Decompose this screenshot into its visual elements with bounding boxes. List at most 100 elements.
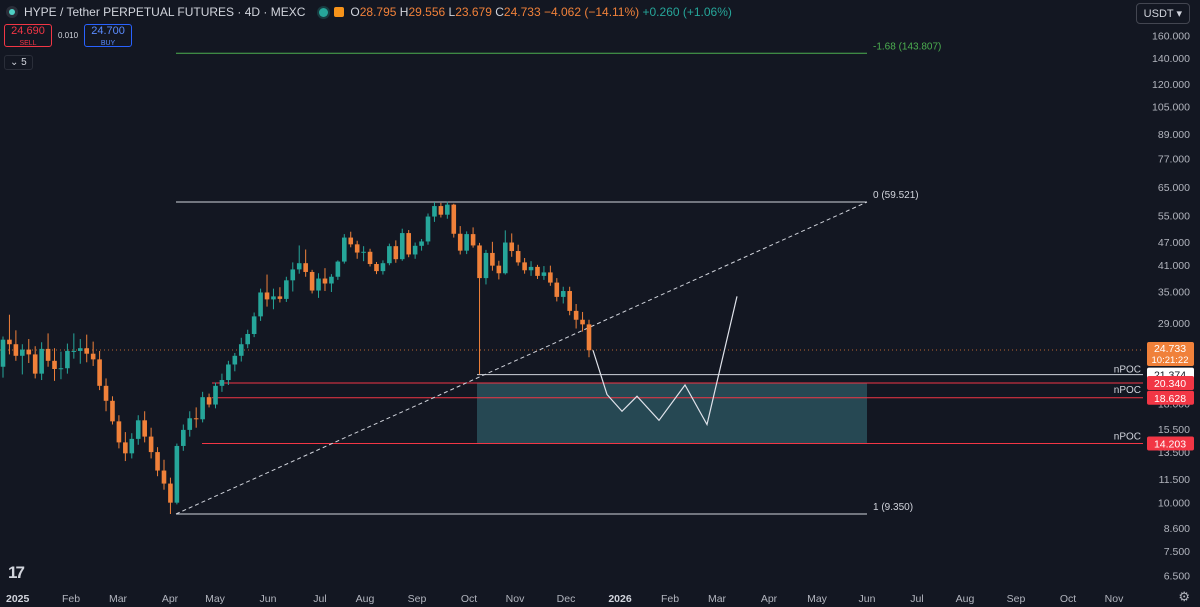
ohlc-values: O28.795 H29.556 L23.679 C24.733 −4.062 (… <box>350 5 732 19</box>
candle-body <box>490 252 495 266</box>
buy-button[interactable]: 24.700 BUY <box>84 24 133 47</box>
x-axis-tick-label: Mar <box>109 593 128 605</box>
candle-body <box>528 266 534 271</box>
candle-body <box>412 245 418 255</box>
y-axis-tick-label: 77.000 <box>1158 154 1190 166</box>
y-axis-tick-label: 7.500 <box>1164 546 1190 558</box>
sell-button[interactable]: 24.690 SELL <box>4 24 52 47</box>
price-label: 18.628 <box>1154 393 1186 405</box>
price-label-bg <box>1147 436 1194 451</box>
candle-body <box>509 242 515 252</box>
x-axis-tick-label: Sep <box>1007 593 1026 605</box>
x-axis-tick-label: Dec <box>557 593 576 605</box>
candle-body <box>52 360 57 370</box>
candle-body <box>303 263 308 272</box>
candle-body <box>348 237 354 245</box>
candle-body <box>477 245 482 279</box>
x-axis-tick-label: May <box>205 593 226 605</box>
candle-body <box>496 265 502 274</box>
candle-body <box>161 470 167 484</box>
x-axis-tick-label: Aug <box>956 593 975 605</box>
change-value: −4.062 (−14.11%) <box>543 5 640 19</box>
candle-body <box>71 350 77 352</box>
candle-body <box>432 206 437 217</box>
price-label: 20.340 <box>1154 378 1186 390</box>
candle-body <box>226 364 231 381</box>
x-axis-tick-label: Sep <box>408 593 427 605</box>
x-axis-tick-label: Jun <box>859 593 876 605</box>
candle-body <box>457 233 463 251</box>
y-axis-tick-label: 29.000 <box>1158 318 1190 330</box>
x-axis-tick-label: Feb <box>62 593 80 605</box>
candle-body <box>245 334 251 345</box>
candle-body <box>90 353 96 360</box>
fib-level-label: 1 (9.350) <box>873 502 913 513</box>
price-label-bg <box>1147 390 1194 405</box>
settings-gear-icon[interactable]: ⚙ <box>1178 589 1190 604</box>
candle-body <box>560 291 566 297</box>
candle-body <box>374 264 379 272</box>
candle-body <box>264 292 270 300</box>
x-axis-tick-label: Oct <box>1060 593 1076 605</box>
indicators-toggle-button[interactable]: ⌄ 5 <box>4 55 33 70</box>
candle-body <box>586 324 592 351</box>
candle-body <box>522 262 527 271</box>
x-axis-tick-label: Nov <box>1105 593 1124 605</box>
y-axis-tick-label: 6.500 <box>1164 570 1190 582</box>
x-axis-tick-label: 2025 <box>6 593 30 605</box>
x-axis-tick-label: May <box>807 593 828 605</box>
fib-level-label: 0 (59.521) <box>873 190 919 201</box>
candle-body <box>284 280 289 299</box>
candle-body <box>309 271 315 291</box>
candle-body <box>258 292 263 317</box>
candle-body <box>483 252 489 279</box>
x-axis-tick-label: Feb <box>661 593 679 605</box>
y-axis-tick-label: 105.000 <box>1152 101 1190 113</box>
candle-body <box>380 263 386 272</box>
price-label: 14.203 <box>1154 439 1186 451</box>
candle-body <box>451 204 457 234</box>
y-axis-tick-label: 65.000 <box>1158 182 1190 194</box>
symbol-title[interactable]: HYPE / Tether PERPETUAL FUTURES · 4D · M… <box>24 5 306 19</box>
chart-header: HYPE / Tether PERPETUAL FUTURES · 4D · M… <box>6 5 732 19</box>
candle-body <box>335 261 341 277</box>
candle-body <box>541 272 547 276</box>
exchange-flag-icon <box>334 7 345 17</box>
candle-body <box>181 429 186 446</box>
spread-value: 0.010 <box>58 31 79 40</box>
candle-body <box>97 359 102 386</box>
candle-body <box>84 348 90 354</box>
market-open-icon <box>319 7 329 17</box>
candle-body <box>13 344 19 356</box>
candle-body <box>168 483 173 503</box>
x-axis-tick-label: Jul <box>910 593 923 605</box>
candle-body <box>20 349 25 356</box>
candle-body <box>110 400 115 422</box>
candle-body <box>515 251 521 263</box>
candle-body <box>65 350 70 369</box>
candle-body <box>238 344 244 356</box>
candle-body <box>193 418 199 420</box>
projection-path <box>592 296 738 427</box>
tradingview-logo: 17 <box>8 563 25 582</box>
y-axis-tick-label: 160.000 <box>1152 30 1190 42</box>
candle-body <box>406 233 411 255</box>
y-axis-tick-label: 8.600 <box>1164 523 1190 535</box>
x-axis-tick-label: Apr <box>761 593 778 605</box>
candle-body <box>554 282 560 297</box>
candle-body <box>393 246 399 260</box>
candle-body <box>502 242 508 274</box>
y-axis-tick-label: 120.000 <box>1152 79 1190 91</box>
countdown-label: 10:21:22 <box>1152 355 1189 366</box>
candle-body <box>290 269 296 281</box>
candle-body <box>135 420 141 439</box>
candle-body <box>219 380 225 386</box>
y-axis-tick-label: 15.500 <box>1158 424 1190 436</box>
currency-select[interactable]: USDT ▾ <box>1135 3 1190 24</box>
x-axis-tick-label: Jun <box>260 593 277 605</box>
x-axis-tick-label: Oct <box>461 593 477 605</box>
x-axis-tick-label: Aug <box>356 593 375 605</box>
y-axis-tick-label: 89.000 <box>1158 129 1190 141</box>
candle-body <box>58 368 64 370</box>
